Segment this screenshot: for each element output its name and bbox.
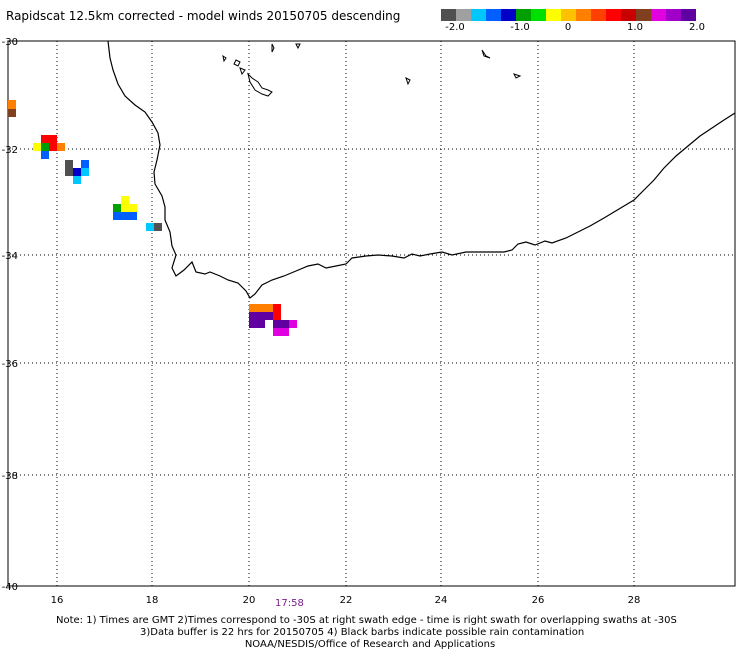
- legend-swatch: [501, 9, 516, 21]
- legend-tick-label: 1.0: [627, 22, 643, 33]
- wind-cell: [8, 109, 16, 117]
- x-tick-label: 28: [628, 595, 641, 606]
- wind-cell: [49, 143, 57, 151]
- y-tick-label: -34: [2, 251, 18, 262]
- wind-cell: [154, 223, 162, 231]
- wind-cell: [273, 320, 281, 328]
- wind-cell: [129, 204, 137, 212]
- plot-title: Rapidscat 12.5km corrected - model winds…: [6, 9, 401, 23]
- swath-time-label: 17:58: [275, 598, 304, 609]
- legend-swatch: [561, 9, 576, 21]
- y-tick-label: -36: [2, 359, 18, 370]
- islands: [222, 43, 522, 97]
- wind-cell: [113, 204, 121, 212]
- wind-cell: [33, 143, 41, 151]
- wind-cell: [273, 304, 281, 312]
- axis-tick-labels: 16 18 20 22 24 26 28 -30 -32 -34 -36 -38 -40: [2, 37, 641, 606]
- wind-cell: [265, 312, 273, 320]
- legend-swatch: [591, 9, 606, 21]
- wind-cell: [41, 143, 49, 151]
- legend-swatch: [636, 9, 651, 21]
- legend-swatch: [486, 9, 501, 21]
- y-tick-label: -32: [2, 145, 18, 156]
- grid-lines: [8, 41, 735, 586]
- wind-cell: [281, 328, 289, 336]
- legend-swatch: [651, 9, 666, 21]
- wind-cell: [257, 304, 265, 312]
- x-tick-label: 24: [435, 595, 448, 606]
- x-tick-label: 16: [51, 595, 64, 606]
- x-tick-label: 26: [532, 595, 545, 606]
- legend-tick-label: -1.0: [510, 22, 530, 33]
- legend-swatch: [621, 9, 636, 21]
- legend-swatch: [576, 9, 591, 21]
- y-tick-label: -38: [2, 471, 18, 482]
- legend-swatch: [471, 9, 486, 21]
- wind-cell: [249, 320, 257, 328]
- wind-cell: [129, 212, 137, 220]
- color-scale-legend: -2.0 -1.0 0 1.0 2.0: [0, 0, 740, 40]
- legend-swatch: [456, 9, 471, 21]
- wind-cell: [49, 135, 57, 143]
- x-tick-label: 20: [243, 595, 256, 606]
- wind-cell: [81, 168, 89, 176]
- y-tick-label: -40: [2, 582, 18, 593]
- wind-cell: [121, 204, 129, 212]
- coastline: [107, 40, 736, 299]
- wind-cell: [289, 320, 297, 328]
- wind-cell: [146, 223, 154, 231]
- wind-cell: [281, 320, 289, 328]
- wind-cell: [73, 168, 81, 176]
- wind-cell: [41, 135, 49, 143]
- wind-cell: [273, 328, 281, 336]
- note-line-2: 3)Data buffer is 22 hrs for 20150705 4) …: [140, 627, 585, 638]
- wind-cell: [121, 196, 129, 204]
- wind-cell: [257, 312, 265, 320]
- y-tick-label: -30: [2, 37, 18, 48]
- wind-cell: [257, 320, 265, 328]
- wind-cell: [121, 212, 129, 220]
- legend-swatch: [606, 9, 621, 21]
- wind-cell: [265, 304, 273, 312]
- wind-cell: [113, 212, 121, 220]
- legend-swatch: [516, 9, 531, 21]
- wind-cell: [249, 312, 257, 320]
- x-tick-label: 18: [146, 595, 159, 606]
- legend-tick-label: -2.0: [445, 22, 465, 33]
- x-tick-label: 22: [340, 595, 353, 606]
- note-line-1: Note: 1) Times are GMT 2)Times correspon…: [56, 615, 677, 626]
- legend-swatch: [546, 9, 561, 21]
- legend-swatch: [531, 9, 546, 21]
- note-line-3: NOAA/NESDIS/Office of Research and Appli…: [244, 639, 496, 650]
- legend-tick-label: 0: [564, 22, 572, 33]
- plot-frame: [7, 40, 736, 587]
- wind-difference-cells: [8, 100, 297, 336]
- wind-cell: [41, 151, 49, 159]
- wind-cell: [8, 100, 16, 109]
- wind-cell: [57, 143, 65, 151]
- wind-cell: [273, 312, 281, 320]
- wind-cell: [73, 176, 81, 184]
- wind-cell: [249, 304, 257, 312]
- legend-swatch: [441, 9, 456, 21]
- wind-cell: [65, 160, 73, 168]
- wind-cell: [65, 168, 73, 176]
- wind-cell: [81, 160, 89, 168]
- legend-swatch: [666, 9, 681, 21]
- legend-tick-label: 2.0: [689, 22, 705, 33]
- legend-swatch: [681, 9, 696, 21]
